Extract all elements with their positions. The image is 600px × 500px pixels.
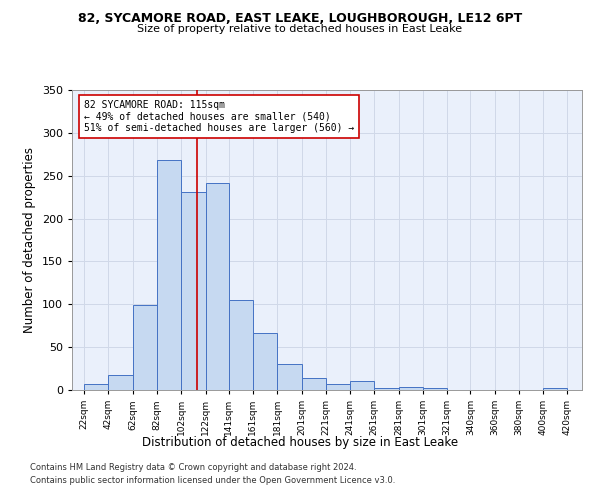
Text: Size of property relative to detached houses in East Leake: Size of property relative to detached ho… bbox=[137, 24, 463, 34]
Text: Distribution of detached houses by size in East Leake: Distribution of detached houses by size … bbox=[142, 436, 458, 449]
Bar bbox=[302, 378, 326, 390]
Bar bbox=[181, 192, 206, 390]
Bar bbox=[84, 384, 109, 390]
Text: Contains public sector information licensed under the Open Government Licence v3: Contains public sector information licen… bbox=[30, 476, 395, 485]
Bar bbox=[374, 388, 398, 390]
Bar bbox=[326, 384, 350, 390]
Bar bbox=[277, 364, 302, 390]
Text: 82, SYCAMORE ROAD, EAST LEAKE, LOUGHBOROUGH, LE12 6PT: 82, SYCAMORE ROAD, EAST LEAKE, LOUGHBORO… bbox=[78, 12, 522, 26]
Bar bbox=[253, 334, 277, 390]
Bar bbox=[423, 388, 447, 390]
Y-axis label: Number of detached properties: Number of detached properties bbox=[23, 147, 36, 333]
Bar bbox=[157, 160, 181, 390]
Bar bbox=[350, 382, 374, 390]
Bar bbox=[229, 300, 253, 390]
Bar bbox=[398, 388, 423, 390]
Bar bbox=[133, 305, 157, 390]
Text: Contains HM Land Registry data © Crown copyright and database right 2024.: Contains HM Land Registry data © Crown c… bbox=[30, 464, 356, 472]
Bar bbox=[543, 388, 568, 390]
Bar bbox=[109, 374, 133, 390]
Text: 82 SYCAMORE ROAD: 115sqm
← 49% of detached houses are smaller (540)
51% of semi-: 82 SYCAMORE ROAD: 115sqm ← 49% of detach… bbox=[84, 100, 355, 134]
Bar bbox=[206, 184, 229, 390]
